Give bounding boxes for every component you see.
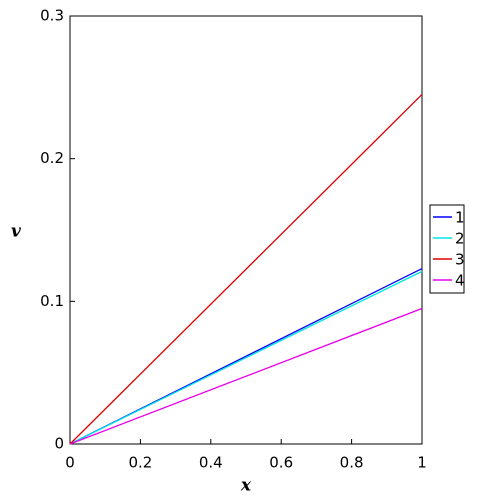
series-line [69, 307, 423, 445]
x-axis-label: x [240, 476, 252, 496]
y-tick-label: 0.2 [40, 149, 64, 167]
x-tick-label: 0.4 [199, 454, 223, 472]
y-tick-label: 0 [54, 435, 64, 453]
series-line [69, 270, 423, 445]
y-axis-label: v [11, 222, 22, 242]
x-tick-label: 0 [65, 454, 75, 472]
plot-frame [69, 15, 423, 445]
legend-label: 2 [455, 230, 465, 248]
legend-box [429, 204, 465, 294]
x-tick-label: 0.2 [128, 454, 152, 472]
y-tick-label: 0.3 [40, 7, 64, 25]
x-tick-label: 0.6 [269, 454, 293, 472]
x-tick-label: 0.8 [340, 454, 364, 472]
legend-label: 3 [455, 251, 465, 269]
y-tick-label: 0.1 [40, 292, 64, 310]
x-tick-label: 1 [417, 454, 427, 472]
series-line [69, 94, 423, 445]
legend-label: 1 [455, 209, 465, 227]
legend-label: 4 [455, 272, 465, 290]
